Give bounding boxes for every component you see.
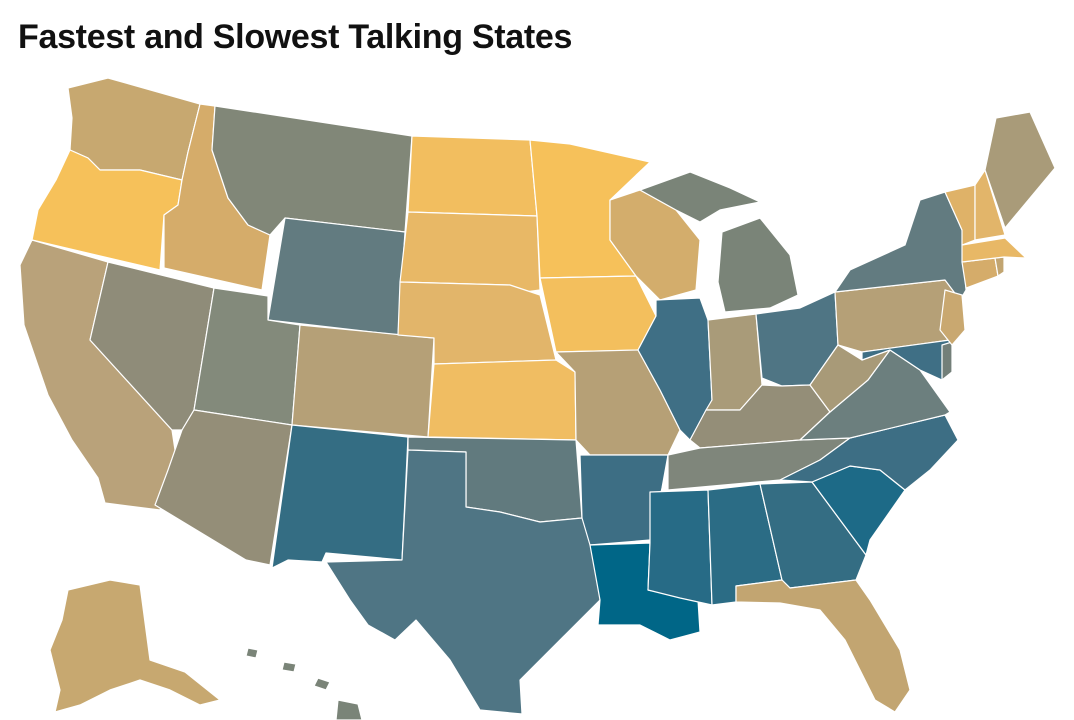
state-mi xyxy=(639,171,761,223)
state-mi xyxy=(717,217,799,313)
state-nj xyxy=(939,289,966,346)
state-ks xyxy=(427,359,577,441)
state-me xyxy=(984,111,1056,229)
state-nh xyxy=(974,169,1006,241)
state-ia xyxy=(539,275,657,353)
state-ms xyxy=(647,489,713,606)
state-il xyxy=(637,297,713,441)
state-ct xyxy=(961,257,999,289)
state-hi xyxy=(281,661,297,673)
state-nd xyxy=(407,135,538,217)
state-hi xyxy=(335,699,363,720)
state-sd xyxy=(399,211,541,293)
state-vt xyxy=(944,184,976,246)
state-nm xyxy=(271,424,409,569)
state-co xyxy=(291,324,435,438)
state-ak xyxy=(49,579,221,713)
state-fl xyxy=(735,579,911,713)
state-tx xyxy=(325,449,601,715)
state-wy xyxy=(267,217,406,336)
state-de xyxy=(941,341,953,381)
page-title: Fastest and Slowest Talking States xyxy=(18,18,573,56)
state-hi xyxy=(245,647,259,659)
state-mt xyxy=(211,105,413,236)
state-nc xyxy=(779,414,959,491)
state-az xyxy=(154,409,293,566)
state-ma xyxy=(961,237,1027,263)
state-hi xyxy=(313,677,331,691)
